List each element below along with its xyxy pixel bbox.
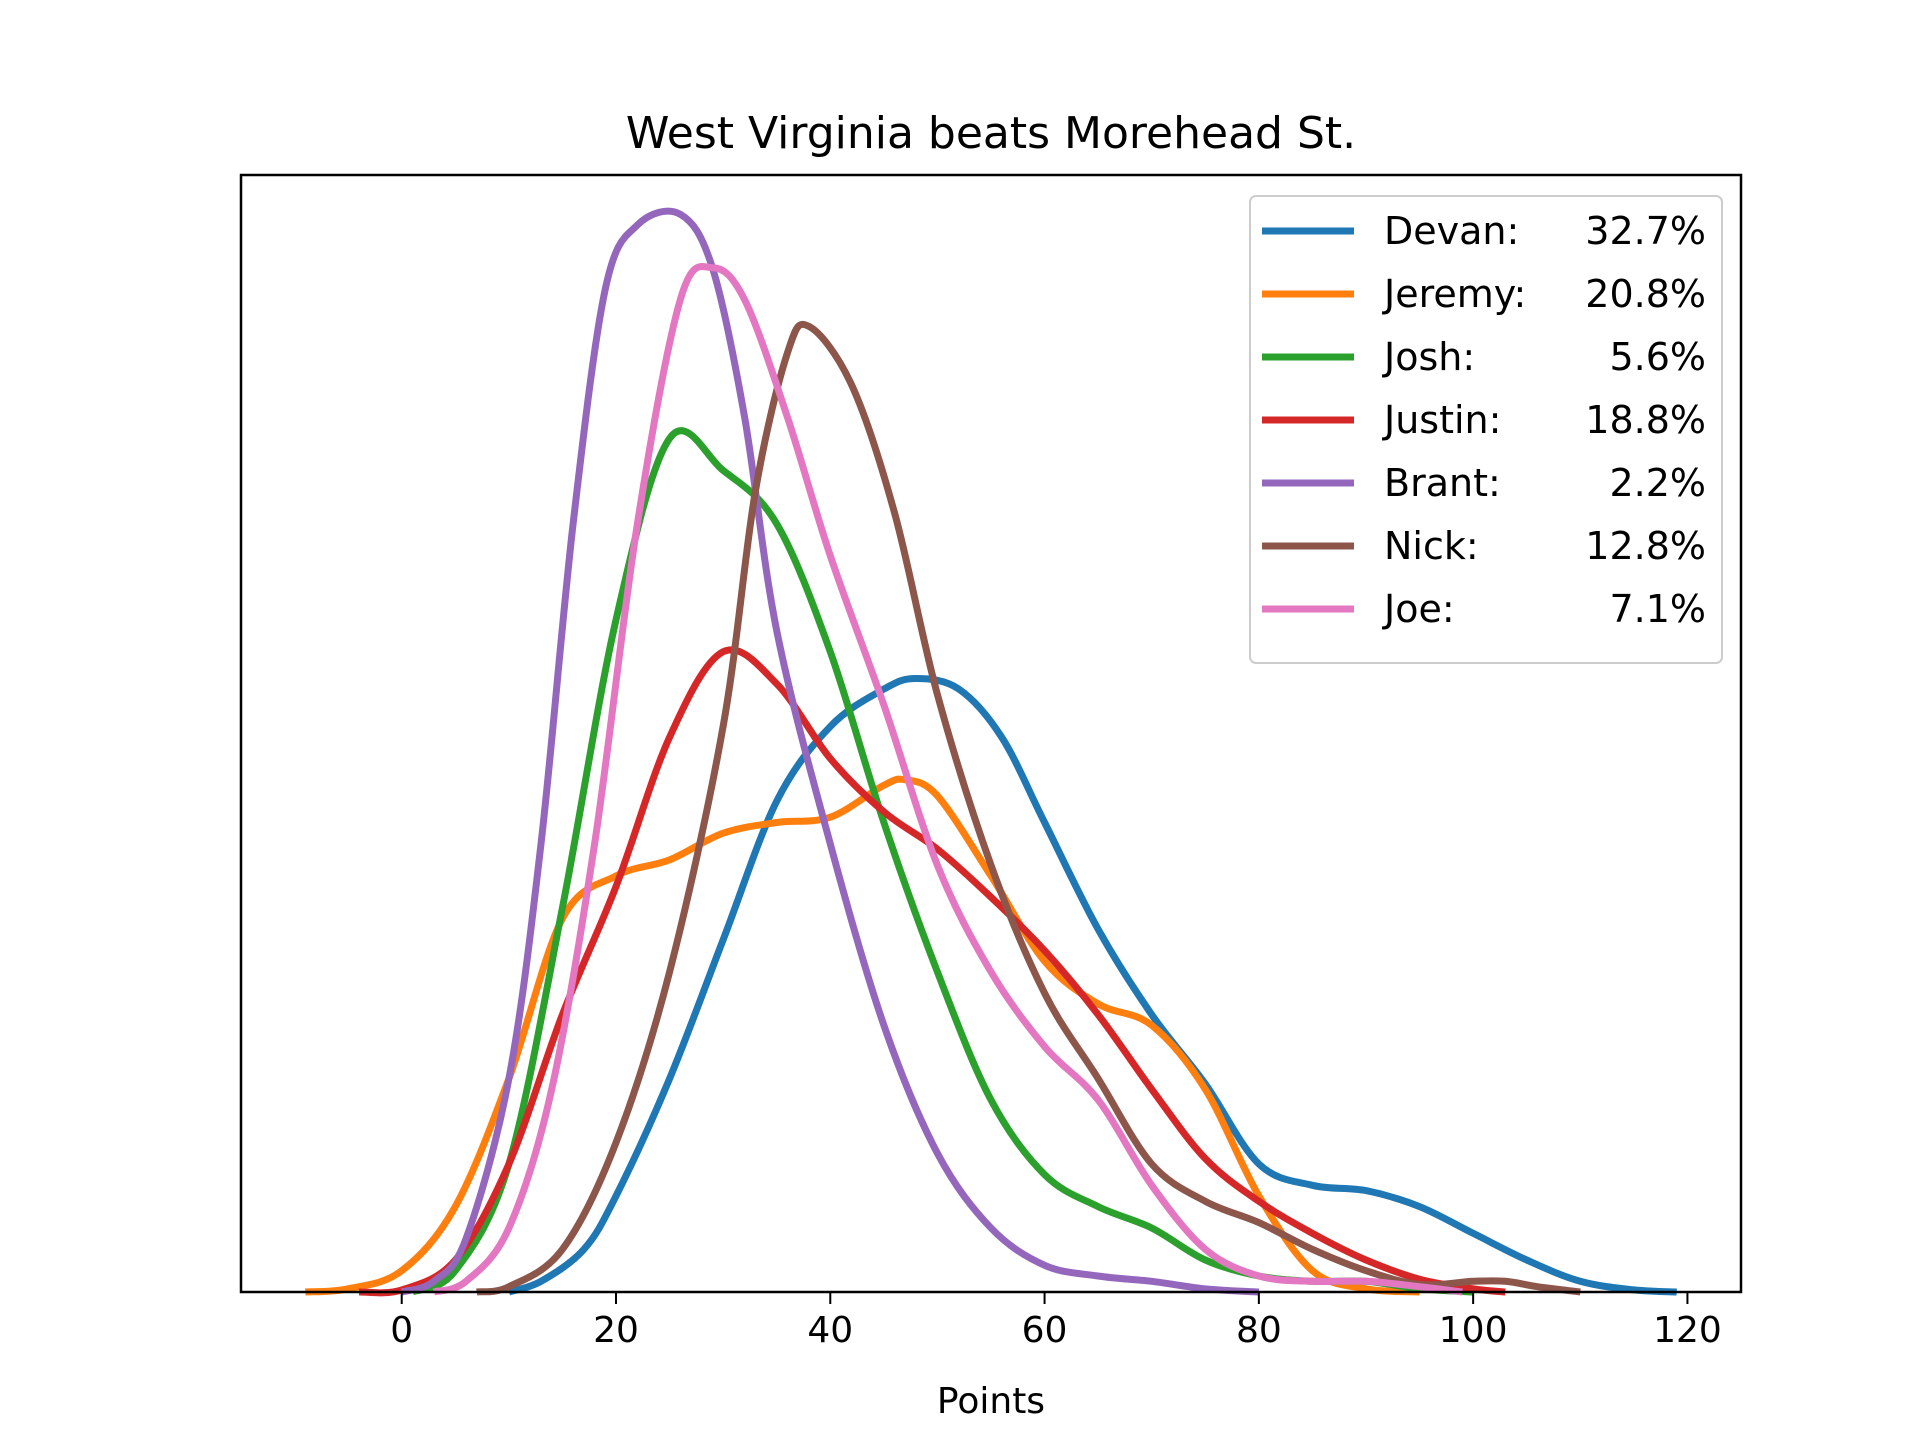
legend-label: Devan: xyxy=(1384,209,1519,253)
x-axis-label: Points xyxy=(937,1381,1045,1422)
series-line-brant xyxy=(400,207,1260,1296)
series-line-justin xyxy=(358,646,1506,1297)
legend-percentage: 20.8% xyxy=(1585,272,1706,316)
legend-label: Josh: xyxy=(1382,335,1475,379)
legend-percentage: 5.6% xyxy=(1609,335,1706,379)
series-line-jeremy xyxy=(305,775,1420,1296)
plot-frame xyxy=(239,173,1743,1294)
legend-label: Joe: xyxy=(1382,587,1455,631)
series-layer xyxy=(305,207,1677,1297)
legend-percentage: 12.8% xyxy=(1585,524,1706,568)
x-tick-label: 120 xyxy=(1653,1310,1722,1351)
legend-percentage: 32.7% xyxy=(1585,209,1706,253)
x-tick-label: 80 xyxy=(1236,1310,1282,1351)
legend-label: Nick: xyxy=(1384,524,1479,568)
x-tick-label: 40 xyxy=(807,1310,853,1351)
x-tick-label: 100 xyxy=(1439,1310,1508,1351)
legend-percentage: 7.1% xyxy=(1609,587,1706,631)
x-tick-label: 0 xyxy=(390,1310,413,1351)
series-line-devan xyxy=(507,675,1677,1296)
series-line-nick xyxy=(476,320,1581,1296)
legend-label: Brant: xyxy=(1384,461,1501,505)
x-axis: 0 20 40 60 80 100 120 xyxy=(390,1292,1722,1351)
x-tick-label: 20 xyxy=(593,1310,639,1351)
legend-percentage: 2.2% xyxy=(1609,461,1706,505)
x-tick-label: 60 xyxy=(1022,1310,1068,1351)
legend-percentage: 18.8% xyxy=(1585,398,1706,442)
legend: Devan: 32.7% Jeremy: 20.8% Josh: 5.6% Justin: 1… xyxy=(1249,195,1723,664)
legend-label: Jeremy: xyxy=(1382,272,1526,316)
series-line-joe xyxy=(432,263,1463,1296)
chart-title: West Virginia beats Morehead St. xyxy=(626,108,1356,159)
legend-label: Justin: xyxy=(1382,398,1501,442)
legend-box xyxy=(1249,195,1723,664)
